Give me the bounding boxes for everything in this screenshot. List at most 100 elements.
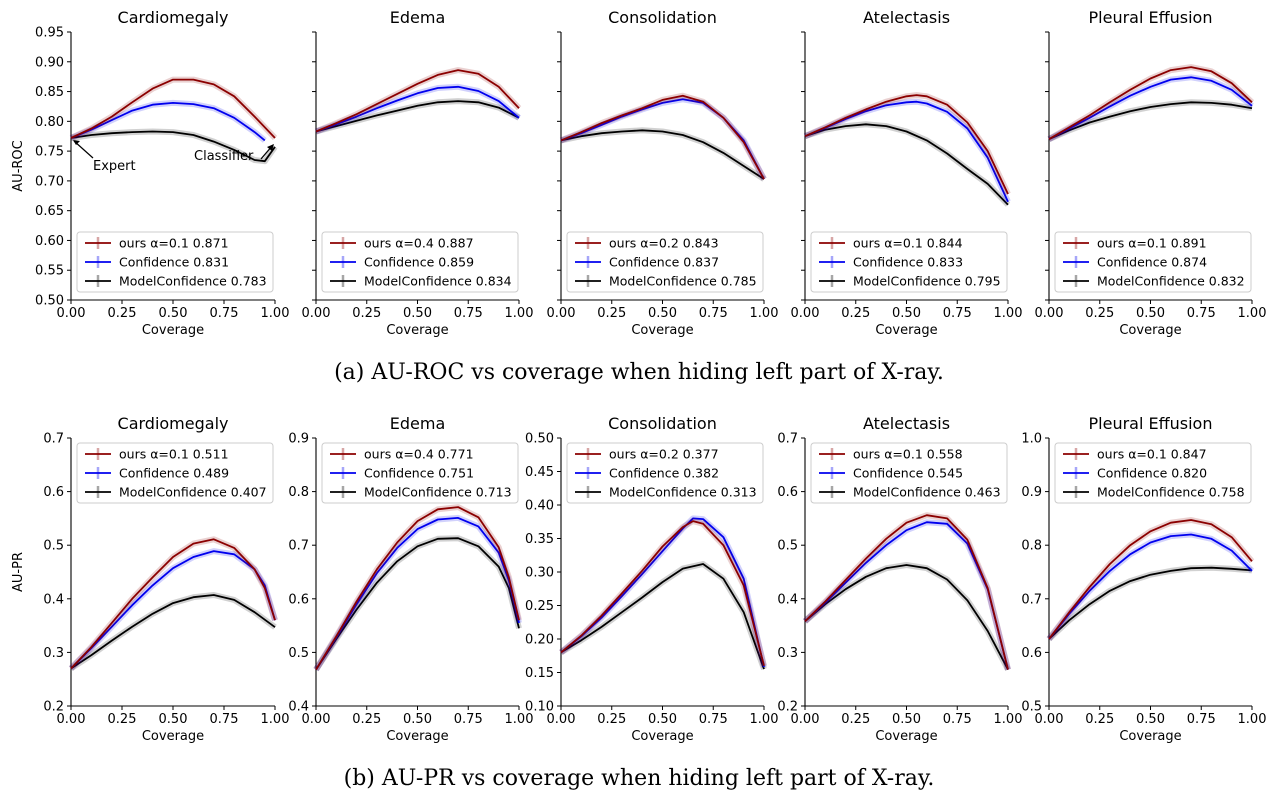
legend: ours α=0.1 0.511 Confidence 0.489 ModelCon… — [76, 442, 274, 504]
chart-title: Edema — [390, 8, 446, 27]
x-axis-label: Coverage — [142, 729, 204, 744]
x-tick-label: 0.50 — [159, 306, 188, 321]
x-axis-label: Coverage — [875, 729, 937, 744]
x-tick-label: 0.75 — [699, 306, 728, 321]
caption-a: (a) AU-ROC vs coverage when hiding left … — [334, 360, 944, 385]
x-tick-label: 0.50 — [403, 712, 432, 727]
y-tick-label: 0.6 — [43, 485, 64, 500]
legend-label-confidence: Confidence 0.820 — [1097, 466, 1207, 481]
series-line-confidence — [1048, 76, 1253, 140]
y-tick-label: 0.70 — [35, 174, 64, 189]
x-tick-label: 0.75 — [454, 306, 483, 321]
x-tick-label: 0.50 — [1136, 306, 1165, 321]
x-tick-label: 0.00 — [1035, 712, 1064, 727]
annotation-expert: Expert — [93, 159, 136, 174]
x-tick-label: 0.50 — [159, 712, 188, 727]
x-tick-label: 0.50 — [648, 712, 677, 727]
series-line-modelconfidence — [560, 129, 765, 180]
x-tick-label: 0.75 — [1187, 306, 1216, 321]
y-tick-label: 0.7 — [288, 539, 309, 554]
x-tick-label: 0.00 — [57, 306, 86, 321]
series-band-modelconfidence — [560, 127, 766, 182]
classifier-arrowhead — [267, 143, 274, 151]
legend-label-modelconfidence: ModelConfidence 0.832 — [1097, 274, 1245, 289]
y-tick-label: 0.5 — [1021, 700, 1042, 715]
y-tick-label: 0.65 — [35, 204, 64, 219]
legend: ours α=0.2 0.377 Confidence 0.382 ModelCon… — [566, 442, 764, 504]
y-tick-label: 0.4 — [288, 700, 309, 715]
x-axis-label: Coverage — [631, 323, 693, 338]
panel-a-pleural-effusion: Pleural Effusion 0.00 0.25 0.50 0.75 1.00 Cove… — [1035, 8, 1267, 338]
x-tick-label: 0.00 — [547, 712, 576, 727]
x-tick-label: 0.75 — [210, 306, 239, 321]
y-tick-label: 0.90 — [35, 55, 64, 70]
y-tick-label: 0.2 — [43, 700, 64, 715]
x-tick-label: 0.00 — [302, 712, 331, 727]
series-line-modelconfidence — [315, 100, 520, 133]
x-tick-label: 1.00 — [994, 306, 1023, 321]
chart-title: Pleural Effusion — [1089, 414, 1213, 433]
series-line-modelconfidence — [804, 123, 1009, 206]
x-tick-label: 0.75 — [1187, 712, 1216, 727]
x-tick-label: 0.25 — [108, 306, 137, 321]
legend: ours α=0.1 0.844 Confidence 0.833 ModelCon… — [810, 231, 1008, 293]
series-line-ours — [70, 538, 276, 670]
legend: ours α=0.1 0.871 Confidence 0.831 ModelCon… — [76, 231, 274, 293]
y-tick-label: 0.6 — [288, 592, 309, 607]
y-tick-label: 0.95 — [35, 26, 64, 41]
y-tick-label: 0.4 — [43, 592, 64, 607]
y-tick-label: 0.5 — [43, 539, 64, 554]
y-tick-label: 0.7 — [1021, 592, 1042, 607]
y-tick-label: 0.20 — [525, 633, 554, 648]
legend-label-modelconfidence: ModelConfidence 0.313 — [609, 485, 757, 500]
y-tick-label: 0.2 — [777, 700, 798, 715]
x-axis-label: Coverage — [1119, 729, 1181, 744]
y-tick-label: 0.3 — [43, 646, 64, 661]
series-line-modelconfidence — [560, 563, 765, 670]
panel-a-atelectasis: Atelectasis 0.00 0.25 0.50 0.75 1.00 Coverage o… — [791, 8, 1023, 338]
y-tick-label: 0.35 — [525, 532, 554, 547]
series-line-ours — [1048, 519, 1253, 640]
series-band-modelconfidence — [313, 535, 522, 672]
panel-a-consolidation: Consolidation 0.00 0.25 0.50 0.75 1.00 Coverag… — [547, 8, 779, 338]
y-tick-label: 0.15 — [525, 666, 554, 681]
x-tick-label: 0.50 — [1136, 712, 1165, 727]
y-tick-label: 0.8 — [288, 485, 309, 500]
x-tick-label: 1.00 — [505, 306, 534, 321]
x-axis-label: Coverage — [1119, 323, 1181, 338]
legend-box — [321, 231, 519, 293]
y-tick-label: 0.50 — [525, 432, 554, 447]
series-line-modelconfidence — [315, 537, 520, 671]
x-axis-label: Coverage — [386, 729, 448, 744]
legend: ours α=0.1 0.558 Confidence 0.545 ModelCon… — [810, 442, 1008, 504]
legend-box — [1054, 231, 1252, 293]
y-tick-label: 0.3 — [777, 646, 798, 661]
chart-title: Cardiomegaly — [118, 8, 229, 27]
panel-b-atelectasis: Atelectasis 0.00 0.25 0.50 0.75 1.00 Coverage 0… — [777, 414, 1022, 744]
legend-label-modelconfidence: ModelConfidence 0.463 — [853, 485, 1001, 500]
y-tick-label: 0.4 — [777, 592, 798, 607]
series-band-confidence — [1046, 531, 1255, 641]
y-tick-label: 0.5 — [288, 646, 309, 661]
x-tick-label: 0.25 — [352, 306, 381, 321]
x-tick-label: 1.00 — [750, 306, 779, 321]
y-tick-label: 0.75 — [35, 145, 64, 160]
series-line-confidence — [315, 517, 520, 671]
series-band-ours — [1046, 517, 1255, 641]
x-tick-label: 0.75 — [699, 712, 728, 727]
x-tick-label: 0.00 — [791, 306, 820, 321]
x-tick-label: 0.00 — [57, 712, 86, 727]
x-axis-label: Coverage — [142, 323, 204, 338]
series-line-modelconfidence — [1048, 101, 1253, 141]
legend-label-ours: ours α=0.2 0.377 — [609, 447, 719, 462]
series-line-modelconfidence — [804, 564, 1009, 671]
y-tick-label: 0.50 — [35, 294, 64, 309]
x-tick-label: 0.75 — [210, 712, 239, 727]
legend: ours α=0.4 0.887 Confidence 0.859 ModelCon… — [321, 231, 519, 293]
legend-box — [566, 442, 764, 504]
series-line-confidence — [804, 100, 1009, 203]
chart-title: Edema — [390, 414, 446, 433]
x-tick-label: 1.00 — [1238, 712, 1267, 727]
chart-title: Atelectasis — [863, 8, 950, 27]
series-line-ours — [315, 69, 520, 133]
